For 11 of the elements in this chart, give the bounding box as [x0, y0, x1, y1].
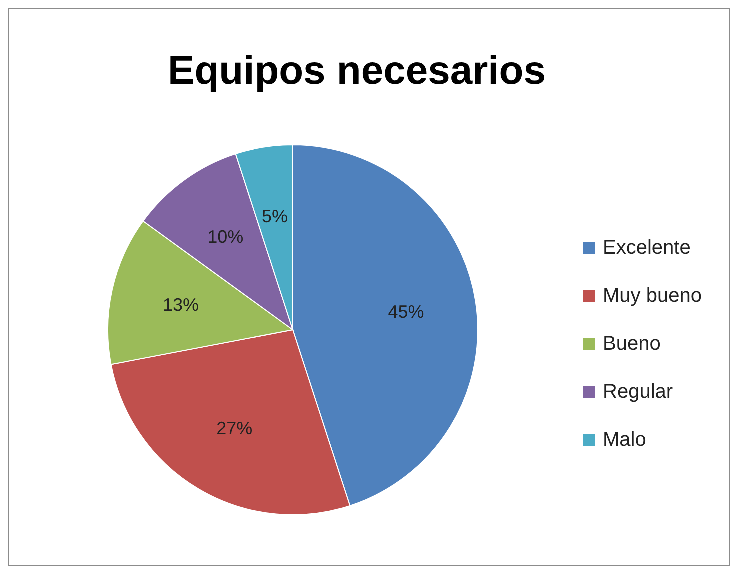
legend-label: Malo [603, 429, 646, 451]
legend-label: Excelente [603, 237, 691, 259]
data-label: 13% [163, 294, 200, 315]
data-label: 45% [388, 302, 424, 322]
data-label: 5% [262, 206, 288, 227]
legend-label: Muy bueno [603, 285, 702, 307]
legend-label: Regular [603, 381, 674, 403]
data-label: 10% [208, 227, 244, 248]
chart-title: Equipos necesarios [168, 49, 546, 93]
data-label: 27% [216, 418, 253, 439]
legend-label: Bueno [603, 333, 661, 355]
